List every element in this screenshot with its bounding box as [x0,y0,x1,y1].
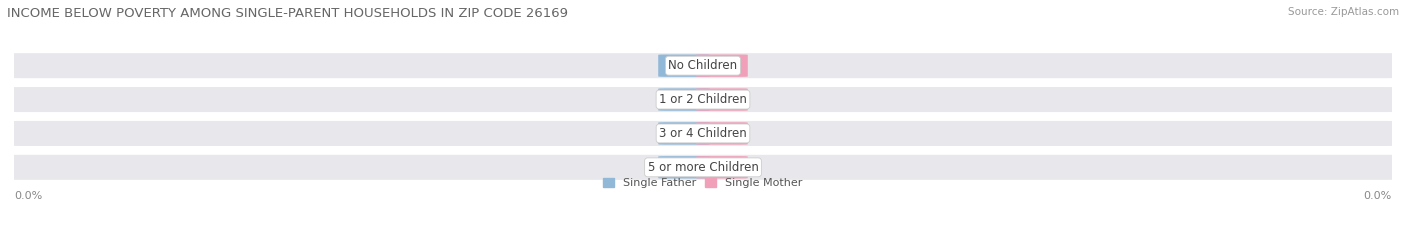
FancyBboxPatch shape [696,122,748,145]
FancyBboxPatch shape [0,52,1406,79]
Text: 0.0%: 0.0% [671,128,697,138]
FancyBboxPatch shape [658,122,710,145]
Text: 0.0%: 0.0% [14,191,42,201]
FancyBboxPatch shape [0,120,1406,147]
Text: 0.0%: 0.0% [671,61,697,71]
Text: Source: ZipAtlas.com: Source: ZipAtlas.com [1288,7,1399,17]
Text: 0.0%: 0.0% [1364,191,1392,201]
Text: 0.0%: 0.0% [709,95,735,105]
Text: 0.0%: 0.0% [671,162,697,172]
FancyBboxPatch shape [696,156,748,178]
FancyBboxPatch shape [658,55,710,77]
Text: INCOME BELOW POVERTY AMONG SINGLE-PARENT HOUSEHOLDS IN ZIP CODE 26169: INCOME BELOW POVERTY AMONG SINGLE-PARENT… [7,7,568,20]
FancyBboxPatch shape [658,156,710,178]
FancyBboxPatch shape [696,88,748,111]
Text: No Children: No Children [668,59,738,72]
Text: 1 or 2 Children: 1 or 2 Children [659,93,747,106]
Text: 5 or more Children: 5 or more Children [648,161,758,174]
Text: 3 or 4 Children: 3 or 4 Children [659,127,747,140]
FancyBboxPatch shape [696,55,748,77]
Text: 0.0%: 0.0% [709,61,735,71]
Legend: Single Father, Single Mother: Single Father, Single Mother [603,178,803,188]
Text: 0.0%: 0.0% [709,128,735,138]
FancyBboxPatch shape [658,88,710,111]
Text: 0.0%: 0.0% [709,162,735,172]
FancyBboxPatch shape [0,86,1406,113]
Text: 0.0%: 0.0% [671,95,697,105]
FancyBboxPatch shape [0,154,1406,181]
